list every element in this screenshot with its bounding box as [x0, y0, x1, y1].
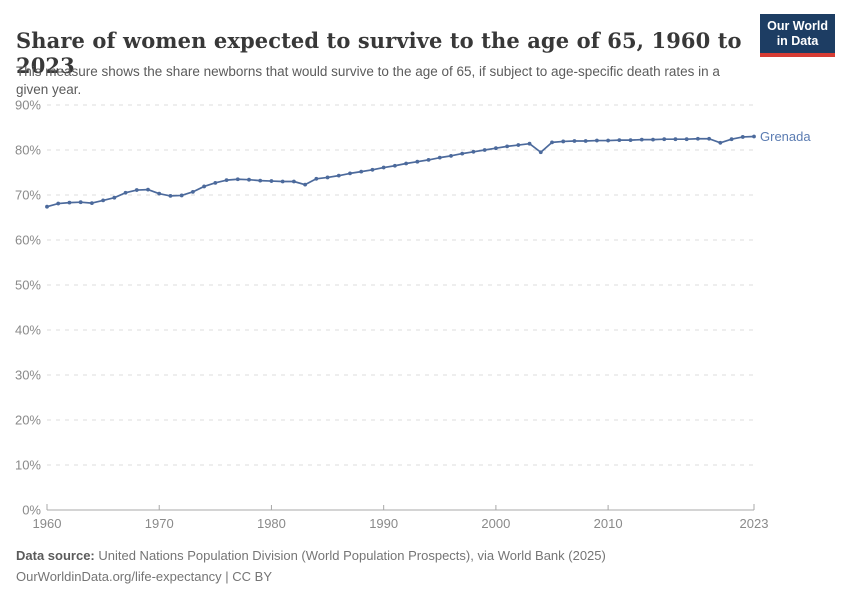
data-point: [56, 201, 61, 206]
owid-link[interactable]: OurWorldinData.org/life-expectancy: [16, 568, 222, 584]
data-point: [493, 146, 498, 151]
y-axis-tick-label: 80%: [15, 143, 41, 158]
y-axis-tick-label: 70%: [15, 188, 41, 203]
y-axis-tick-label: 20%: [15, 413, 41, 428]
data-point: [89, 201, 94, 206]
data-point: [179, 193, 184, 198]
data-point: [247, 177, 251, 182]
data-point: [606, 138, 611, 143]
y-axis-tick-label: 0%: [22, 503, 41, 518]
data-point: [280, 179, 285, 184]
data-point: [213, 180, 218, 185]
data-source-text: United Nations Population Division (Worl…: [94, 548, 606, 563]
data-point: [381, 165, 386, 170]
data-point: [527, 141, 532, 146]
x-axis-tick-label: 2023: [740, 516, 769, 531]
data-point: [235, 177, 240, 182]
data-point: [651, 137, 655, 142]
data-point: [45, 204, 49, 209]
data-point: [157, 191, 162, 196]
data-point: [314, 176, 319, 181]
data-point: [572, 139, 577, 143]
data-point: [202, 184, 207, 189]
y-axis-tick-label: 90%: [15, 98, 41, 113]
series-end-label: Grenada: [760, 129, 811, 144]
data-point: [392, 163, 397, 168]
data-point: [729, 137, 734, 142]
data-point: [460, 151, 465, 156]
data-point: [168, 194, 173, 198]
data-point: [78, 200, 83, 205]
data-point: [426, 158, 431, 162]
data-point: [482, 148, 487, 152]
data-point: [224, 178, 229, 183]
y-axis-tick-label: 40%: [15, 323, 41, 338]
data-point: [449, 153, 453, 158]
data-point: [695, 136, 700, 141]
data-point: [370, 167, 375, 172]
x-axis-tick-label: 1980: [257, 516, 286, 531]
data-point: [101, 198, 106, 203]
data-point: [617, 138, 622, 143]
data-point: [561, 139, 566, 144]
data-point: [516, 143, 521, 147]
data-point: [707, 136, 712, 141]
data-line: [46, 135, 755, 208]
chart-footer: Data source: United Nations Population D…: [16, 546, 826, 588]
data-point: [594, 138, 599, 143]
data-point: [134, 188, 139, 192]
data-point: [639, 137, 644, 142]
data-point: [505, 144, 510, 149]
data-point: [112, 195, 117, 200]
chart-subtitle: This measure shows the share newborns th…: [16, 63, 720, 98]
x-axis-tick-label: 1990: [369, 516, 398, 531]
data-point: [538, 150, 543, 155]
data-point: [303, 182, 308, 187]
data-point: [258, 178, 263, 183]
data-point: [359, 169, 364, 174]
data-point: [291, 179, 296, 184]
page-title: Share of women expected to survive to th…: [16, 28, 742, 79]
x-axis-tick-label: 1960: [33, 516, 62, 531]
y-axis-tick-label: 30%: [15, 368, 41, 383]
data-point: [348, 171, 352, 176]
data-point: [146, 187, 150, 192]
data-point: [740, 135, 745, 139]
data-point: [718, 140, 723, 145]
x-axis-tick-label: 2010: [594, 516, 623, 531]
data-point: [550, 140, 554, 145]
owid-logo-line1: Our World: [767, 19, 828, 33]
data-point: [325, 175, 330, 180]
attribution-line: OurWorldinData.org/life-expectancy | CC …: [16, 567, 826, 588]
data-point: [190, 189, 195, 194]
x-axis-tick-label: 1970: [145, 516, 174, 531]
data-point: [437, 155, 442, 160]
data-point: [123, 190, 128, 195]
data-source-line: Data source: United Nations Population D…: [16, 546, 826, 567]
data-point: [662, 137, 667, 142]
data-point: [583, 139, 588, 143]
data-point: [269, 179, 274, 183]
license-text: | CC BY: [221, 568, 273, 584]
data-point: [752, 134, 756, 139]
owid-logo[interactable]: Our World in Data: [760, 14, 835, 57]
y-axis-tick-label: 50%: [15, 278, 41, 293]
data-point: [471, 149, 476, 154]
data-source-label: Data source:: [16, 548, 95, 563]
y-axis-tick-label: 10%: [15, 458, 41, 473]
owid-logo-line2: in Data: [776, 34, 819, 48]
data-point: [404, 161, 409, 166]
data-point: [415, 159, 420, 164]
y-axis-tick-label: 60%: [15, 233, 41, 248]
data-point: [628, 138, 633, 143]
data-point: [684, 137, 689, 142]
data-point: [336, 173, 341, 178]
data-point: [67, 200, 72, 205]
x-axis-tick-label: 2000: [481, 516, 510, 531]
data-point: [673, 137, 678, 142]
